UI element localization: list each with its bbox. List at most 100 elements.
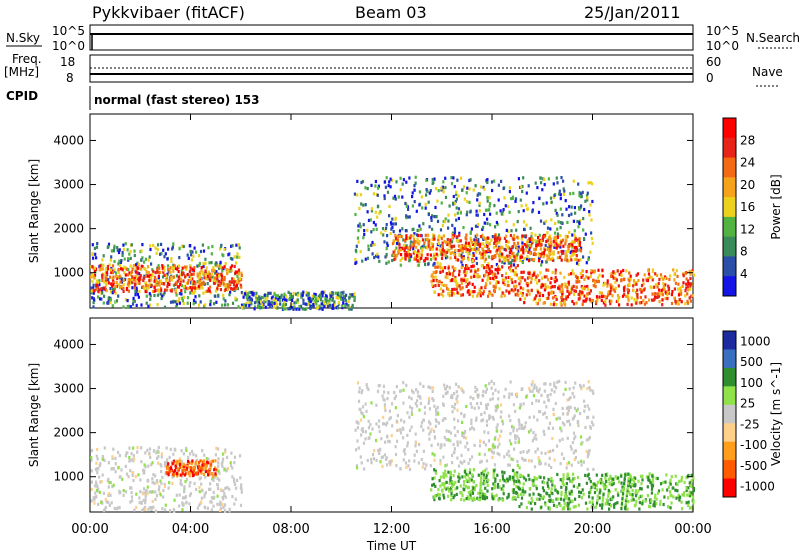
data-cell <box>620 502 624 506</box>
data-cell <box>472 264 475 268</box>
data-cell <box>420 256 423 260</box>
data-cell <box>182 285 186 289</box>
data-cell <box>463 413 466 417</box>
data-cell <box>400 253 403 257</box>
data-cell <box>507 229 510 233</box>
data-cell <box>167 472 170 476</box>
data-cell <box>441 241 444 245</box>
data-cell <box>615 476 618 481</box>
data-cell <box>670 293 673 297</box>
data-cell <box>511 476 514 480</box>
data-cell <box>404 239 407 243</box>
data-cell <box>200 268 203 272</box>
data-cell <box>685 277 688 281</box>
data-cell <box>549 249 552 253</box>
data-cell <box>583 399 586 403</box>
data-cell <box>449 252 452 256</box>
data-cell <box>388 180 391 184</box>
data-cell <box>191 449 194 454</box>
data-cell <box>214 276 217 281</box>
data-cell <box>493 495 496 499</box>
data-cell <box>634 476 637 480</box>
data-cell <box>141 243 144 247</box>
data-cell <box>168 279 171 283</box>
data-cell <box>616 299 620 303</box>
data-cell <box>610 271 613 276</box>
data-cell <box>687 503 690 508</box>
data-cell <box>233 286 236 291</box>
data-cell <box>359 250 362 254</box>
data-cell <box>501 278 504 282</box>
data-cell <box>478 444 482 448</box>
data-cell <box>519 248 522 252</box>
data-cell <box>119 286 122 290</box>
data-cell <box>104 279 107 283</box>
data-cell <box>257 305 260 309</box>
data-cell <box>95 454 98 458</box>
data-cell <box>129 305 132 309</box>
data-cell <box>582 237 586 241</box>
data-cell <box>476 388 479 392</box>
data-cell <box>508 463 511 467</box>
data-cell <box>470 426 474 430</box>
data-cell <box>541 260 544 264</box>
data-cell <box>542 429 545 433</box>
data-cell <box>509 261 512 265</box>
data-cell <box>647 268 650 272</box>
data-cell <box>537 239 540 243</box>
data-cell <box>520 247 523 252</box>
data-cell <box>491 255 494 259</box>
data-cell <box>586 196 589 200</box>
data-cell <box>136 271 139 275</box>
data-cell <box>361 405 365 409</box>
data-cell <box>112 279 115 283</box>
data-cell <box>181 472 184 476</box>
data-cell <box>461 188 464 192</box>
data-cell <box>535 389 539 393</box>
data-cell <box>564 492 567 496</box>
data-cell <box>433 458 436 462</box>
data-cell <box>605 480 608 484</box>
data-cell <box>562 187 565 191</box>
data-cell <box>528 487 531 491</box>
data-cell <box>610 274 613 278</box>
data-cell <box>591 199 594 204</box>
data-cell <box>401 256 404 260</box>
data-cell <box>572 302 576 306</box>
data-cell <box>516 256 519 260</box>
data-cell <box>132 299 135 303</box>
data-cell <box>357 399 361 403</box>
data-cell <box>509 380 512 384</box>
data-cell <box>312 303 315 307</box>
data-cell <box>466 248 469 252</box>
data-cell <box>686 292 689 296</box>
data-cell <box>544 462 547 466</box>
data-cell <box>363 467 366 471</box>
data-cell <box>568 507 572 511</box>
data-cell <box>479 242 482 246</box>
data-cell <box>551 258 554 262</box>
data-cell <box>664 290 667 294</box>
data-cell <box>664 480 667 484</box>
data-cell <box>142 498 145 502</box>
data-cell <box>176 474 179 478</box>
data-cell <box>555 303 558 307</box>
data-cell <box>153 293 156 298</box>
data-cell <box>566 436 569 440</box>
data-cell <box>484 390 487 394</box>
data-cell <box>200 265 203 270</box>
data-cell <box>485 467 488 471</box>
data-cell <box>181 296 184 300</box>
data-cell <box>147 265 150 269</box>
data-cell <box>470 478 473 482</box>
data-cell <box>555 176 558 180</box>
data-cell <box>253 301 257 305</box>
data-cell <box>495 244 498 248</box>
data-cell <box>167 462 170 466</box>
data-cell <box>570 463 573 467</box>
data-cell <box>551 296 555 300</box>
data-cell <box>491 455 494 459</box>
data-cell <box>394 216 397 220</box>
data-cell <box>457 194 460 198</box>
data-cell <box>570 479 573 483</box>
